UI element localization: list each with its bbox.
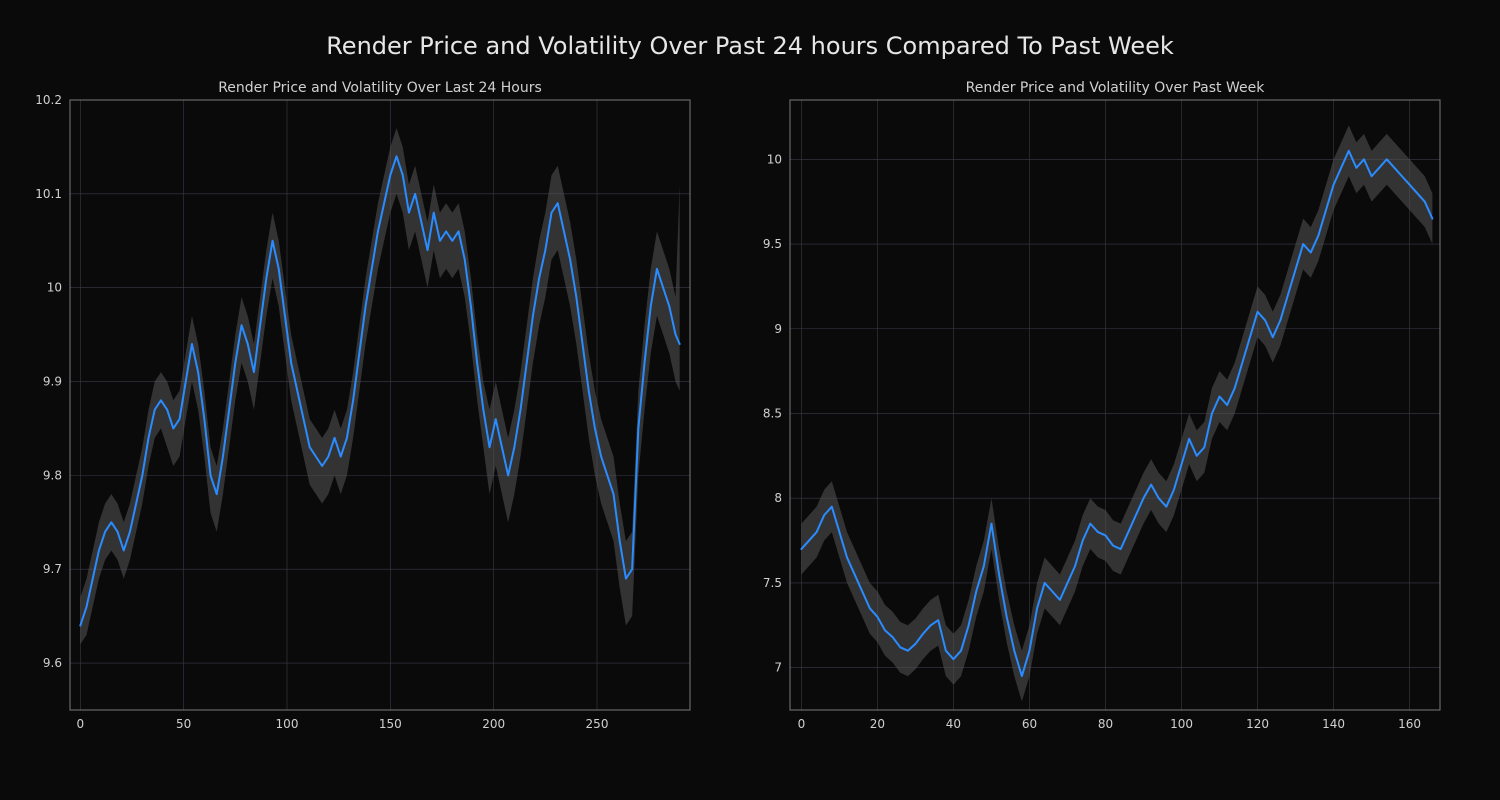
svg-text:120: 120 [1246, 717, 1269, 731]
svg-text:7: 7 [774, 661, 782, 675]
svg-text:50: 50 [176, 717, 191, 731]
svg-text:100: 100 [1170, 717, 1193, 731]
svg-text:7.5: 7.5 [763, 576, 782, 590]
svg-text:9.9: 9.9 [43, 375, 62, 389]
svg-text:9.5: 9.5 [763, 237, 782, 251]
svg-text:10: 10 [47, 281, 62, 295]
left-chart: 0501001502002509.69.79.89.91010.110.2 [70, 100, 690, 710]
svg-text:9.7: 9.7 [43, 562, 62, 576]
svg-text:9.8: 9.8 [43, 468, 62, 482]
svg-text:0: 0 [798, 717, 806, 731]
svg-text:8: 8 [774, 491, 782, 505]
figure: Render Price and Volatility Over Past 24… [0, 0, 1500, 800]
svg-text:9.6: 9.6 [43, 656, 62, 670]
svg-text:140: 140 [1322, 717, 1345, 731]
svg-text:160: 160 [1398, 717, 1421, 731]
figure-suptitle: Render Price and Volatility Over Past 24… [0, 32, 1500, 60]
svg-text:40: 40 [946, 717, 961, 731]
svg-text:10.1: 10.1 [35, 187, 62, 201]
svg-text:80: 80 [1098, 717, 1113, 731]
svg-text:100: 100 [276, 717, 299, 731]
left-chart-title: Render Price and Volatility Over Last 24… [70, 80, 690, 96]
right-chart-title: Render Price and Volatility Over Past We… [790, 80, 1440, 96]
svg-text:9: 9 [774, 322, 782, 336]
svg-text:0: 0 [77, 717, 85, 731]
volatility-band [80, 128, 679, 644]
svg-text:20: 20 [870, 717, 885, 731]
svg-text:200: 200 [482, 717, 505, 731]
svg-text:8.5: 8.5 [763, 406, 782, 420]
svg-text:60: 60 [1022, 717, 1037, 731]
svg-text:10: 10 [767, 152, 782, 166]
right-chart: 02040608010012014016077.588.599.510 [790, 100, 1440, 710]
svg-text:150: 150 [379, 717, 402, 731]
svg-text:10.2: 10.2 [35, 93, 62, 107]
svg-text:250: 250 [586, 717, 609, 731]
